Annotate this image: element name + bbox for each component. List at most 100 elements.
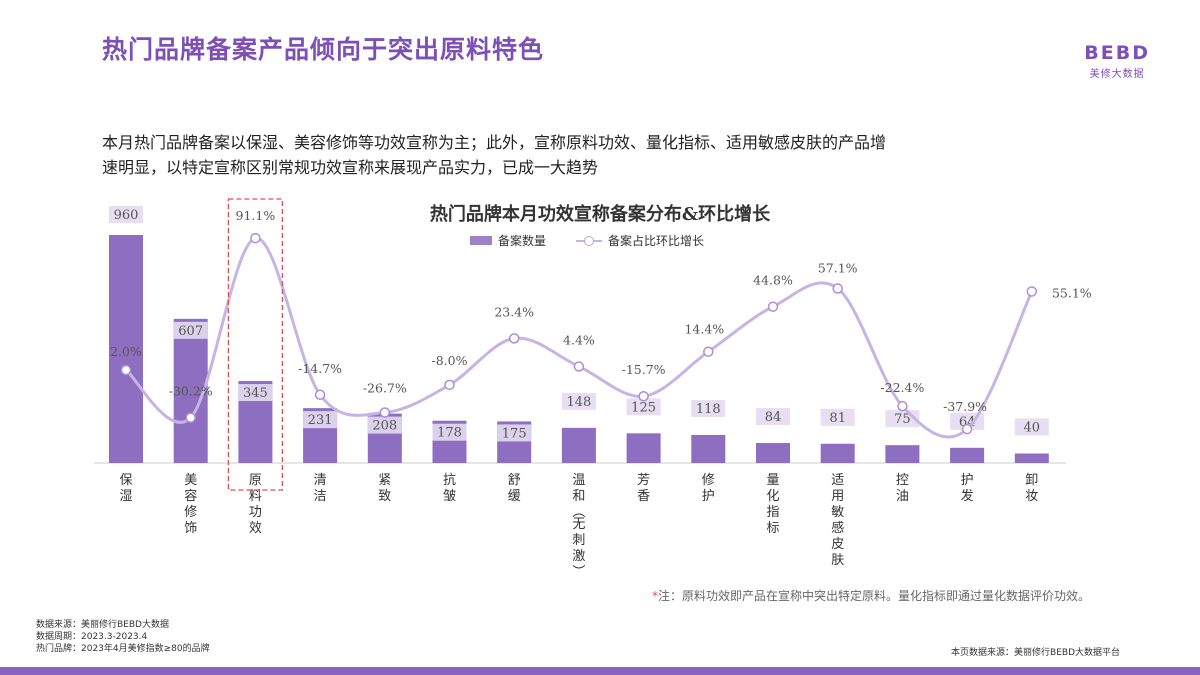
category-label-char: 感 xyxy=(831,520,844,536)
growth-value-label: -14.7% xyxy=(298,361,342,376)
category-label-char: 效 xyxy=(249,521,262,536)
category-label-char: 标 xyxy=(766,521,779,536)
category-label-char: 刺 xyxy=(572,533,585,548)
category-label-char: 妆 xyxy=(1025,489,1038,504)
bar-value-label: 148 xyxy=(566,395,591,410)
category-label-char: 饰 xyxy=(184,521,197,536)
legend-bar-swatch xyxy=(470,236,492,245)
category-label-char: 护 xyxy=(961,473,974,488)
legend-bar-label: 备案数量 xyxy=(498,234,547,248)
growth-point xyxy=(832,283,843,294)
bottom-bar xyxy=(0,667,1200,675)
bar-label-bg xyxy=(238,384,273,402)
bar-label-bg xyxy=(367,416,402,434)
category-label-char: 卸 xyxy=(1025,472,1038,488)
category-label-char: 肤 xyxy=(831,553,844,568)
bar-label-bg xyxy=(691,399,726,417)
growth-value-label: -22.4% xyxy=(880,380,924,395)
growth-point xyxy=(185,412,196,423)
bar-value-label: 75 xyxy=(894,412,911,427)
platform-source: 本页数据来源：美丽修行BEBD大数据平台 xyxy=(951,648,1120,658)
footnote-star: * xyxy=(651,589,658,603)
growth-point xyxy=(897,400,908,412)
growth-value-label: 91.1% xyxy=(236,208,276,223)
highlight-box xyxy=(227,198,284,491)
growth-point xyxy=(379,407,391,418)
legend-line-swatch xyxy=(576,235,603,246)
bar xyxy=(109,235,143,463)
category-label-char: 化 xyxy=(766,489,779,504)
bar-value-label: 208 xyxy=(372,419,397,434)
growth-point xyxy=(638,390,649,402)
footnote-text: 注：原料功效即产品在宣称中突出特定原料。量化指标即通过量化数据评价功效。 xyxy=(657,589,1090,603)
category-label-char: 洁 xyxy=(314,489,327,504)
growth-point xyxy=(120,364,132,376)
category-label-char: 清 xyxy=(314,473,327,488)
intro-text: 本月热门品牌备案以保湿、美容修饰等功效宣称为主；此外，宣称原料功效、量化指标、适… xyxy=(102,130,1102,180)
growth-value-label: 14.4% xyxy=(684,322,724,337)
legend-bar-series: 备案数量 xyxy=(470,232,546,249)
category-label-char: 湿 xyxy=(119,489,132,504)
bar-value-label: 178 xyxy=(437,426,462,441)
category-label-char: 原 xyxy=(249,473,262,488)
category-label-char: 芳 xyxy=(637,473,650,488)
growth-point xyxy=(961,423,973,435)
bar-value-label: 231 xyxy=(308,413,333,428)
bar-label-bg xyxy=(109,206,143,223)
growth-point xyxy=(314,389,326,401)
growth-point xyxy=(250,232,261,244)
growth-point xyxy=(444,379,455,391)
category-label-char: 油 xyxy=(896,489,909,504)
growth-value-label: -37.9% xyxy=(943,399,987,414)
brand-logo: BEBD 美修大数据 xyxy=(1084,42,1150,80)
category-label-char: 料 xyxy=(249,489,262,504)
growth-value-label: 44.8% xyxy=(753,273,793,288)
bar xyxy=(691,434,726,463)
category-label-char: 发 xyxy=(961,488,974,504)
bar-value-label: 125 xyxy=(631,400,656,415)
bar xyxy=(173,318,208,463)
category-label-char: 香 xyxy=(637,489,650,504)
bar xyxy=(1014,453,1049,463)
chart-legend: 备案数量 备案占比环比增长 xyxy=(470,232,704,249)
category-label-char: 量 xyxy=(766,473,779,488)
bar-label-bg xyxy=(626,398,661,416)
category-label-char: 皮 xyxy=(831,537,844,552)
source-line-3: 热门品牌：2023年4月美修指数≥80的品牌 xyxy=(36,644,210,654)
category-label-char: 无 xyxy=(572,517,585,532)
bar xyxy=(756,443,790,463)
bar-value-label: 175 xyxy=(502,426,527,441)
footnote: *注：原料功效即产品在宣称中突出特定原料。量化指标即通过量化数据评价功效。 xyxy=(652,587,1090,604)
data-sources: 数据来源：美丽修行BEBD大数据 数据周期：2023.3-2023.4 热门品牌… xyxy=(36,619,210,655)
source-line-1: 数据来源：美丽修行BEBD大数据 xyxy=(36,620,169,630)
bar-label-bg xyxy=(820,408,855,426)
growth-value-label: 2.0% xyxy=(110,344,142,359)
growth-point xyxy=(703,346,714,357)
growth-value-label: 4.4% xyxy=(563,332,595,347)
bar-label-bg xyxy=(303,411,338,429)
bar-value-label: 84 xyxy=(765,410,782,425)
bar-value-label: 607 xyxy=(178,324,203,339)
category-label-char: 抗 xyxy=(443,473,456,488)
growth-value-label: 57.1% xyxy=(818,260,858,275)
intro-line-1: 本月热门品牌备案以保湿、美容修饰等功效宣称为主；此外，宣称原料功效、量化指标、适… xyxy=(102,133,887,152)
category-label-char: 指 xyxy=(766,505,779,520)
category-label-char: ︵ xyxy=(572,505,585,520)
bar-value-label: 960 xyxy=(114,208,139,223)
bar-label-bg xyxy=(173,321,208,339)
growth-value-label: 23.4% xyxy=(494,304,534,319)
bar xyxy=(950,447,985,463)
growth-point xyxy=(767,301,779,312)
growth-value-label: -30.2% xyxy=(169,384,213,399)
bar xyxy=(820,443,855,463)
growth-value-label: -26.7% xyxy=(363,381,407,396)
growth-value-label: 55.1% xyxy=(1052,285,1092,300)
bar-value-label: 345 xyxy=(243,386,268,401)
source-line-2: 数据周期：2023.3-2023.4 xyxy=(36,632,148,642)
growth-point xyxy=(508,333,520,344)
bar-label-bg xyxy=(497,424,532,442)
category-label-char: 缓 xyxy=(508,489,521,504)
category-label-char: 舒 xyxy=(508,473,521,488)
category-label-char: 功 xyxy=(249,505,262,520)
category-label-char: 保 xyxy=(119,473,132,488)
